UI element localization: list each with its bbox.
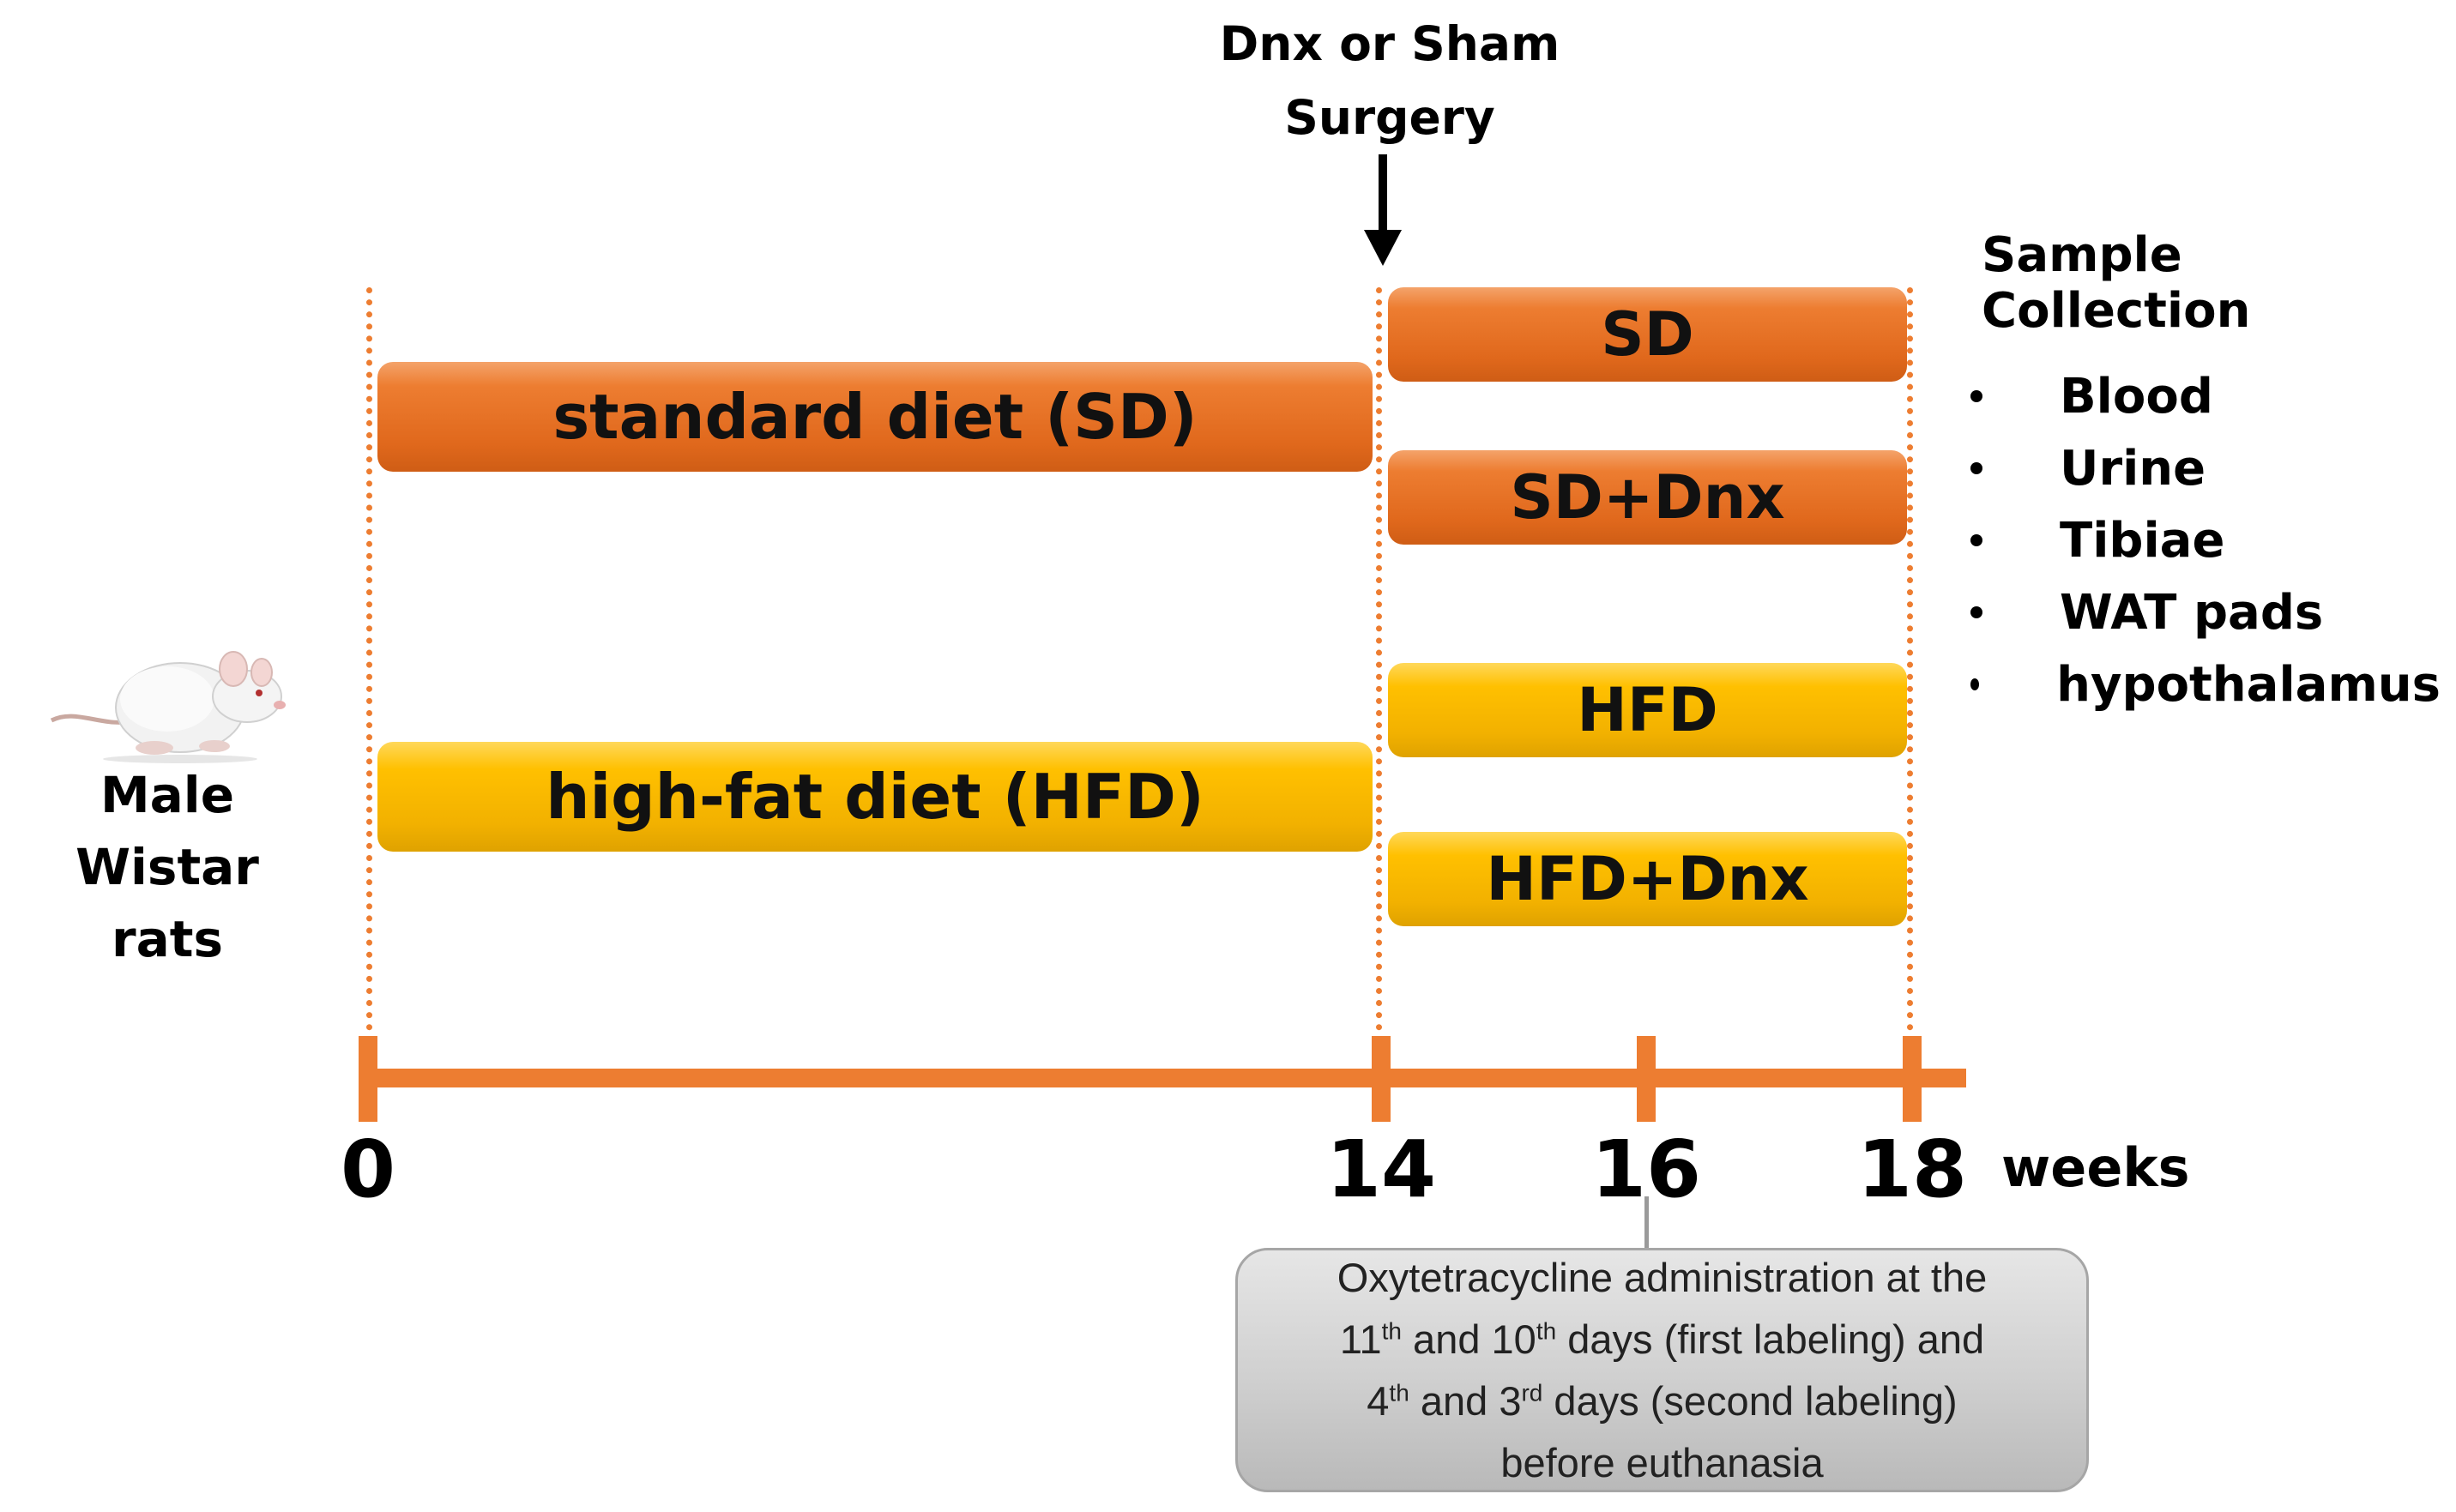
bullet-icon (1970, 462, 1982, 474)
standard-diet-bar: standard diet (SD) (377, 362, 1373, 472)
labeling-note: Oxytetracycline administration at the 11… (1235, 1248, 2089, 1492)
bullet-icon (1970, 390, 1982, 402)
sample-item: Tibiae (1960, 504, 2441, 576)
sample-item-label: hypothalamus (2056, 656, 2441, 713)
hfd-dnx-group-bar: HFD+Dnx (1388, 832, 1907, 926)
sample-item: WAT pads (1960, 576, 2441, 648)
bullet-icon (1970, 678, 1980, 690)
sample-collection-list: Blood Urine Tibiae WAT pads hypothalamus (1960, 360, 2441, 720)
sd-dnx-group-bar: SD+Dnx (1388, 450, 1907, 545)
surgery-label: Dnx or Sham Surgery (1184, 7, 1596, 154)
tick-week-18 (1903, 1036, 1922, 1122)
tick-label-18: 18 (1856, 1123, 1968, 1215)
tick-label-14: 14 (1325, 1123, 1437, 1215)
sample-collection-title: Sample Collection (1982, 227, 2251, 339)
sample-item-label: Tibiae (2060, 512, 2225, 569)
sample-item: Urine (1960, 432, 2441, 504)
sample-item: Blood (1960, 360, 2441, 432)
subject-label-line2: Wistar rats (75, 838, 259, 968)
sample-item-label: Blood (2060, 368, 2213, 425)
note-line-2: 11th and 10th days (first labeling) and (1339, 1316, 1985, 1362)
surgery-arrow-shaft (1379, 154, 1387, 233)
note-connector (1644, 1196, 1649, 1254)
sample-item-label: WAT pads (2060, 584, 2324, 641)
bullet-icon (1970, 606, 1982, 618)
down-arrow-icon (1364, 230, 1402, 266)
guide-week-18 (1907, 287, 1913, 1055)
timeline-axis (360, 1069, 1966, 1087)
sample-item: hypothalamus (1960, 648, 2441, 720)
tick-week-14 (1372, 1036, 1391, 1122)
subject-label: Male Wistar rats (13, 759, 322, 975)
note-line-4: before euthanasia (1500, 1439, 1824, 1485)
subject-label-line1: Male (100, 766, 235, 824)
guide-week-14 (1376, 287, 1382, 1055)
surgery-label-line1: Dnx or Sham (1219, 16, 1560, 71)
sd-group-bar: SD (1388, 287, 1907, 382)
hfd-group-bar: HFD (1388, 663, 1907, 757)
tick-week-16 (1637, 1036, 1656, 1122)
tick-week-0 (359, 1036, 377, 1122)
rat-icon (50, 651, 286, 763)
bullet-icon (1970, 534, 1982, 546)
high-fat-diet-bar: high-fat diet (HFD) (377, 742, 1373, 852)
surgery-label-line2: Surgery (1284, 90, 1495, 145)
sample-item-label: Urine (2060, 440, 2206, 497)
tick-label-0: 0 (340, 1123, 395, 1215)
note-line-3: 4th and 3rd days (second labeling) (1367, 1377, 1958, 1424)
labeling-note-text: Oxytetracycline administration at the 11… (1337, 1247, 1988, 1494)
guide-week-0 (366, 287, 372, 1055)
note-line-1: Oxytetracycline administration at the (1337, 1254, 1988, 1300)
axis-unit-label: weeks (2001, 1136, 2190, 1199)
